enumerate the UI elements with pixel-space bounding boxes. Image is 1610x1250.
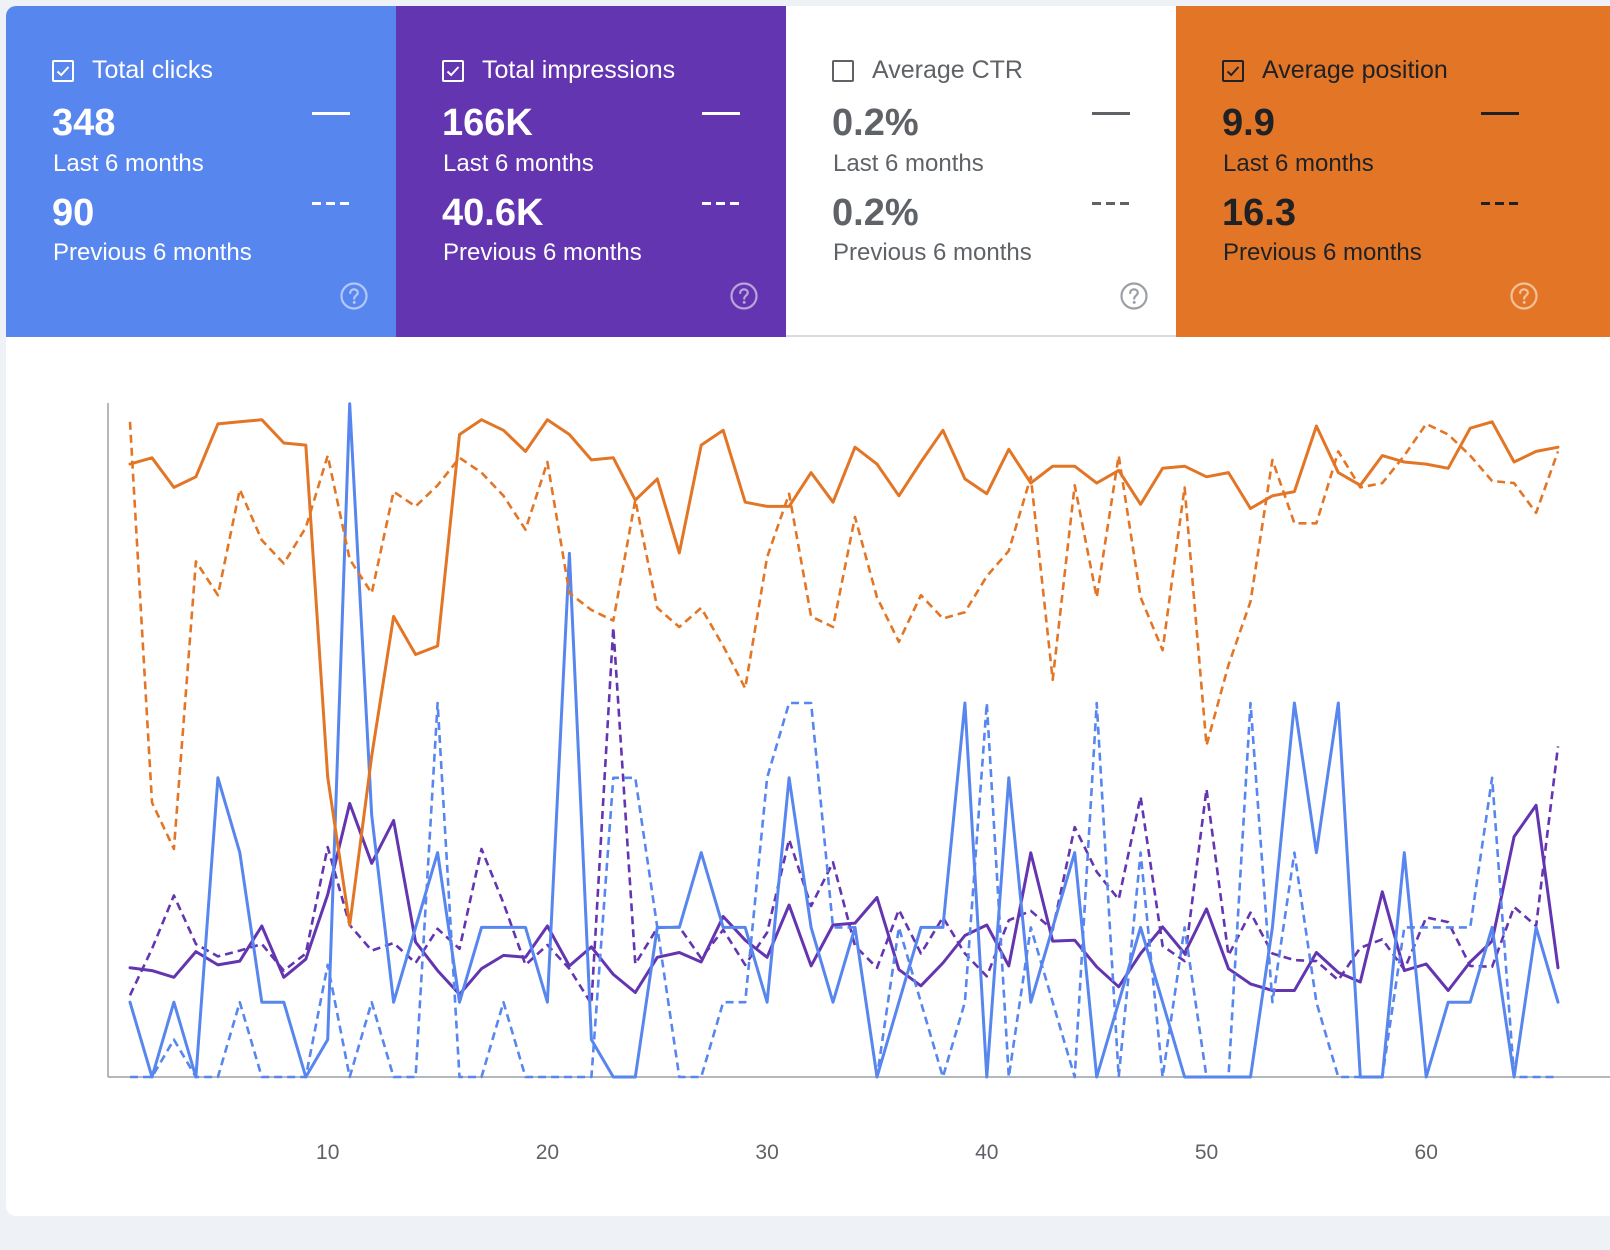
- metric-value-current: 166K: [442, 102, 533, 144]
- checkbox-checked-icon[interactable]: [52, 59, 74, 82]
- metric-name: Total clicks: [92, 56, 213, 84]
- metric-period-current: Last 6 months: [1223, 150, 1374, 177]
- legend-dashed-line-icon: [1481, 202, 1519, 205]
- x-tick-label: 30: [755, 1141, 778, 1164]
- metric-value-current: 9.9: [1222, 102, 1275, 144]
- metric-name: Total impressions: [482, 56, 676, 84]
- legend-solid-line-icon: [1092, 112, 1130, 115]
- series-line-average-position-solid: [128, 418, 1560, 927]
- metric-name: Average position: [1262, 56, 1448, 84]
- x-tick-label: 20: [536, 1141, 559, 1164]
- help-icon[interactable]: [1510, 282, 1538, 310]
- x-tick-label: 40: [975, 1141, 998, 1164]
- metric-period-previous: Previous 6 months: [1223, 239, 1422, 266]
- metric-period-current: Last 6 months: [443, 150, 594, 177]
- series-line-total-impressions-dashed: [128, 626, 1560, 1006]
- metric-card-header: Average CTR: [832, 56, 1023, 85]
- series-line-average-position-dashed: [128, 421, 1560, 851]
- legend-dashed-line-icon: [1092, 202, 1130, 205]
- metric-value-previous: 16.3: [1222, 192, 1296, 234]
- metric-name: Average CTR: [872, 56, 1023, 84]
- legend-dashed-line-icon: [312, 202, 350, 205]
- checkbox-checked-icon[interactable]: [1222, 59, 1244, 82]
- performance-panel: Total clicks 348 Last 6 months 90 Previo…: [6, 6, 1610, 1216]
- metric-value-previous: 0.2%: [832, 192, 919, 234]
- series-line-total-clicks-solid: [128, 402, 1560, 1079]
- legend-dashed-line-icon: [702, 202, 740, 205]
- metric-value-previous: 40.6K: [442, 192, 544, 234]
- metric-card-header: Total clicks: [52, 56, 213, 85]
- legend-solid-line-icon: [702, 112, 740, 115]
- help-icon[interactable]: [730, 282, 758, 310]
- metric-period-previous: Previous 6 months: [833, 239, 1032, 266]
- metric-card-total-clicks[interactable]: Total clicks 348 Last 6 months 90 Previo…: [6, 6, 396, 337]
- metric-cards: Total clicks 348 Last 6 months 90 Previo…: [6, 6, 1610, 337]
- metric-card-average-position[interactable]: Average position 9.9 Last 6 months 16.3 …: [1176, 6, 1610, 337]
- metric-card-total-impressions[interactable]: Total impressions 166K Last 6 months 40.…: [396, 6, 786, 337]
- metric-card-average-ctr[interactable]: Average CTR 0.2% Last 6 months 0.2% Prev…: [786, 6, 1176, 337]
- metric-value-previous: 90: [52, 192, 95, 234]
- help-icon[interactable]: [340, 282, 368, 310]
- series-line-total-impressions-solid: [128, 801, 1560, 996]
- x-tick-label: 10: [316, 1141, 339, 1164]
- legend-solid-line-icon: [312, 112, 350, 115]
- x-tick-label: 60: [1415, 1141, 1438, 1164]
- metric-period-current: Last 6 months: [833, 150, 984, 177]
- series-line-total-clicks-dashed: [130, 701, 1558, 1079]
- metric-period-previous: Previous 6 months: [53, 239, 252, 266]
- legend-solid-line-icon: [1481, 112, 1519, 115]
- metric-period-current: Last 6 months: [53, 150, 204, 177]
- metric-period-previous: Previous 6 months: [443, 239, 642, 266]
- metric-value-current: 348: [52, 102, 116, 144]
- metric-card-header: Total impressions: [442, 56, 675, 85]
- help-icon[interactable]: [1120, 282, 1148, 310]
- metric-card-header: Average position: [1222, 56, 1448, 85]
- metric-value-current: 0.2%: [832, 102, 919, 144]
- checkbox-checked-icon[interactable]: [442, 59, 464, 82]
- x-tick-label: 50: [1195, 1141, 1218, 1164]
- performance-chart: 10 20 30 40 50 60: [107, 402, 1610, 1164]
- checkbox-unchecked-icon[interactable]: [832, 59, 854, 82]
